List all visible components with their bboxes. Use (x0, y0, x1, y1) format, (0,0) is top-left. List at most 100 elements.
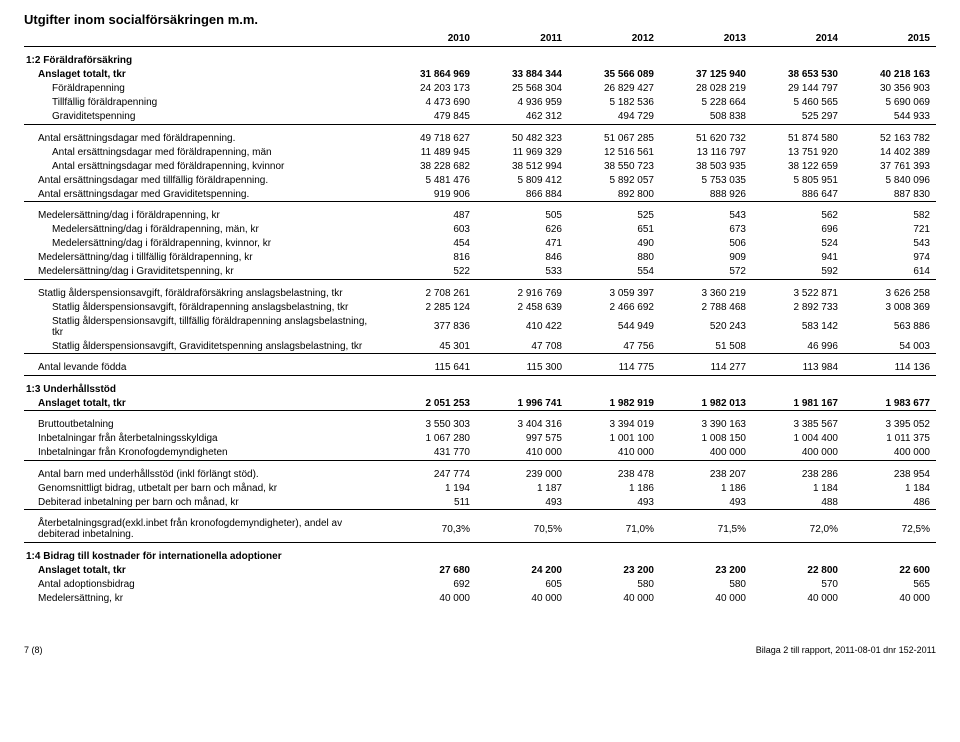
cell-value: 866 884 (476, 187, 568, 202)
year-header: 2013 (660, 31, 752, 47)
cell-value: 454 (384, 237, 476, 251)
table-row: Statlig ålderspensionsavgift, föräldrafö… (24, 279, 936, 300)
cell-value: 115 300 (476, 354, 568, 376)
table-row: Antal levande födda115 641115 300114 775… (24, 354, 936, 376)
cell-value: 40 000 (660, 591, 752, 605)
cell-value: 24 203 173 (384, 82, 476, 96)
cell-value: 33 884 344 (476, 68, 568, 82)
cell-value: 486 (844, 495, 936, 510)
table-row: Medelersättning/dag i tillfällig föräldr… (24, 251, 936, 265)
row-label: Statlig ålderspensionsavgift, tillfällig… (24, 314, 384, 339)
table-row: Medelersättning, kr40 00040 00040 00040 … (24, 591, 936, 605)
cell-value: 1 996 741 (476, 396, 568, 411)
footer: 7 (8) Bilaga 2 till rapport, 2011-08-01 … (24, 645, 936, 655)
cell-value: 27 680 (384, 563, 476, 577)
cell-value: 72,0% (752, 510, 844, 543)
table-row: Inbetalningar från Kronofogdemyndigheten… (24, 446, 936, 461)
table-row: Anslaget totalt, tkr2 051 2531 996 7411 … (24, 396, 936, 411)
cell-value: 583 142 (752, 314, 844, 339)
cell-value: 5 481 476 (384, 173, 476, 187)
cell-value: 50 482 323 (476, 124, 568, 145)
data-table: 2010 2011 2012 2013 2014 2015 1:2 Föräld… (24, 31, 936, 605)
cell-value: 377 836 (384, 314, 476, 339)
cell-value: 673 (660, 223, 752, 237)
cell-value: 2 466 692 (568, 300, 660, 314)
cell-value: 400 000 (660, 446, 752, 461)
cell-value: 525 (568, 202, 660, 223)
cell-value: 51 874 580 (752, 124, 844, 145)
cell-value: 544 933 (844, 110, 936, 125)
table-row: Genomsnittligt bidrag, utbetalt per barn… (24, 481, 936, 495)
cell-value: 2 916 769 (476, 279, 568, 300)
cell-value: 47 756 (568, 339, 660, 354)
cell-value: 28 028 219 (660, 82, 752, 96)
cell-value: 570 (752, 577, 844, 591)
table-row: Statlig ålderspensionsavgift, tillfällig… (24, 314, 936, 339)
row-label: Antal levande födda (24, 354, 384, 376)
section-heading: 1:4 Bidrag till kostnader för internatio… (24, 542, 936, 563)
row-label: Återbetalningsgrad(exkl.inbet från krono… (24, 510, 384, 543)
cell-value: 565 (844, 577, 936, 591)
cell-value: 40 000 (384, 591, 476, 605)
cell-value: 3 404 316 (476, 411, 568, 432)
cell-value: 46 996 (752, 339, 844, 354)
cell-value: 888 926 (660, 187, 752, 202)
cell-value: 31 864 969 (384, 68, 476, 82)
cell-value: 524 (752, 237, 844, 251)
table-row: Medelersättning/dag i föräldrapenning, m… (24, 223, 936, 237)
cell-value: 3 059 397 (568, 279, 660, 300)
cell-value: 572 (660, 265, 752, 280)
cell-value: 580 (660, 577, 752, 591)
cell-value: 11 969 329 (476, 145, 568, 159)
cell-value: 919 906 (384, 187, 476, 202)
cell-value: 38 122 659 (752, 159, 844, 173)
cell-value: 2 051 253 (384, 396, 476, 411)
footer-ref: Bilaga 2 till rapport, 2011-08-01 dnr 15… (756, 645, 936, 655)
cell-value: 51 620 732 (660, 124, 752, 145)
table-row: Antal ersättningsdagar med Graviditetspe… (24, 187, 936, 202)
cell-value: 2 285 124 (384, 300, 476, 314)
cell-value: 22 800 (752, 563, 844, 577)
cell-value: 113 984 (752, 354, 844, 376)
cell-value: 4 936 959 (476, 96, 568, 110)
table-row: Tillfällig föräldrapenning4 473 6904 936… (24, 96, 936, 110)
table-row: Antal ersättningsdagar med föräldrapenni… (24, 159, 936, 173)
cell-value: 4 473 690 (384, 96, 476, 110)
cell-value: 816 (384, 251, 476, 265)
cell-value: 533 (476, 265, 568, 280)
cell-value: 1 067 280 (384, 432, 476, 446)
section-heading: 1:3 Underhållsstöd (24, 375, 936, 396)
cell-value: 508 838 (660, 110, 752, 125)
cell-value: 1 008 150 (660, 432, 752, 446)
table-row: Statlig ålderspensionsavgift, Graviditet… (24, 339, 936, 354)
cell-value: 11 489 945 (384, 145, 476, 159)
cell-value: 37 761 393 (844, 159, 936, 173)
cell-value: 5 809 412 (476, 173, 568, 187)
cell-value: 692 (384, 577, 476, 591)
cell-value: 26 829 427 (568, 82, 660, 96)
cell-value: 1 001 100 (568, 432, 660, 446)
cell-value: 40 000 (568, 591, 660, 605)
cell-value: 2 892 733 (752, 300, 844, 314)
cell-value: 5 182 536 (568, 96, 660, 110)
cell-value: 238 207 (660, 460, 752, 481)
cell-value: 605 (476, 577, 568, 591)
cell-value: 3 390 163 (660, 411, 752, 432)
cell-value: 40 218 163 (844, 68, 936, 82)
cell-value: 114 775 (568, 354, 660, 376)
cell-value: 72,5% (844, 510, 936, 543)
row-label: Antal adoptionsbidrag (24, 577, 384, 591)
cell-value: 886 647 (752, 187, 844, 202)
table-row: Medelersättning/dag i föräldrapenning, k… (24, 237, 936, 251)
section-heading-row: 1:2 Föräldraförsäkring (24, 47, 936, 68)
cell-value: 941 (752, 251, 844, 265)
row-label: Inbetalningar från återbetalningsskyldig… (24, 432, 384, 446)
footer-page: 7 (8) (24, 645, 43, 655)
cell-value: 410 422 (476, 314, 568, 339)
cell-value: 3 008 369 (844, 300, 936, 314)
cell-value: 47 708 (476, 339, 568, 354)
cell-value: 71,5% (660, 510, 752, 543)
row-label: Föräldrapenning (24, 82, 384, 96)
cell-value: 5 892 057 (568, 173, 660, 187)
cell-value: 400 000 (752, 446, 844, 461)
